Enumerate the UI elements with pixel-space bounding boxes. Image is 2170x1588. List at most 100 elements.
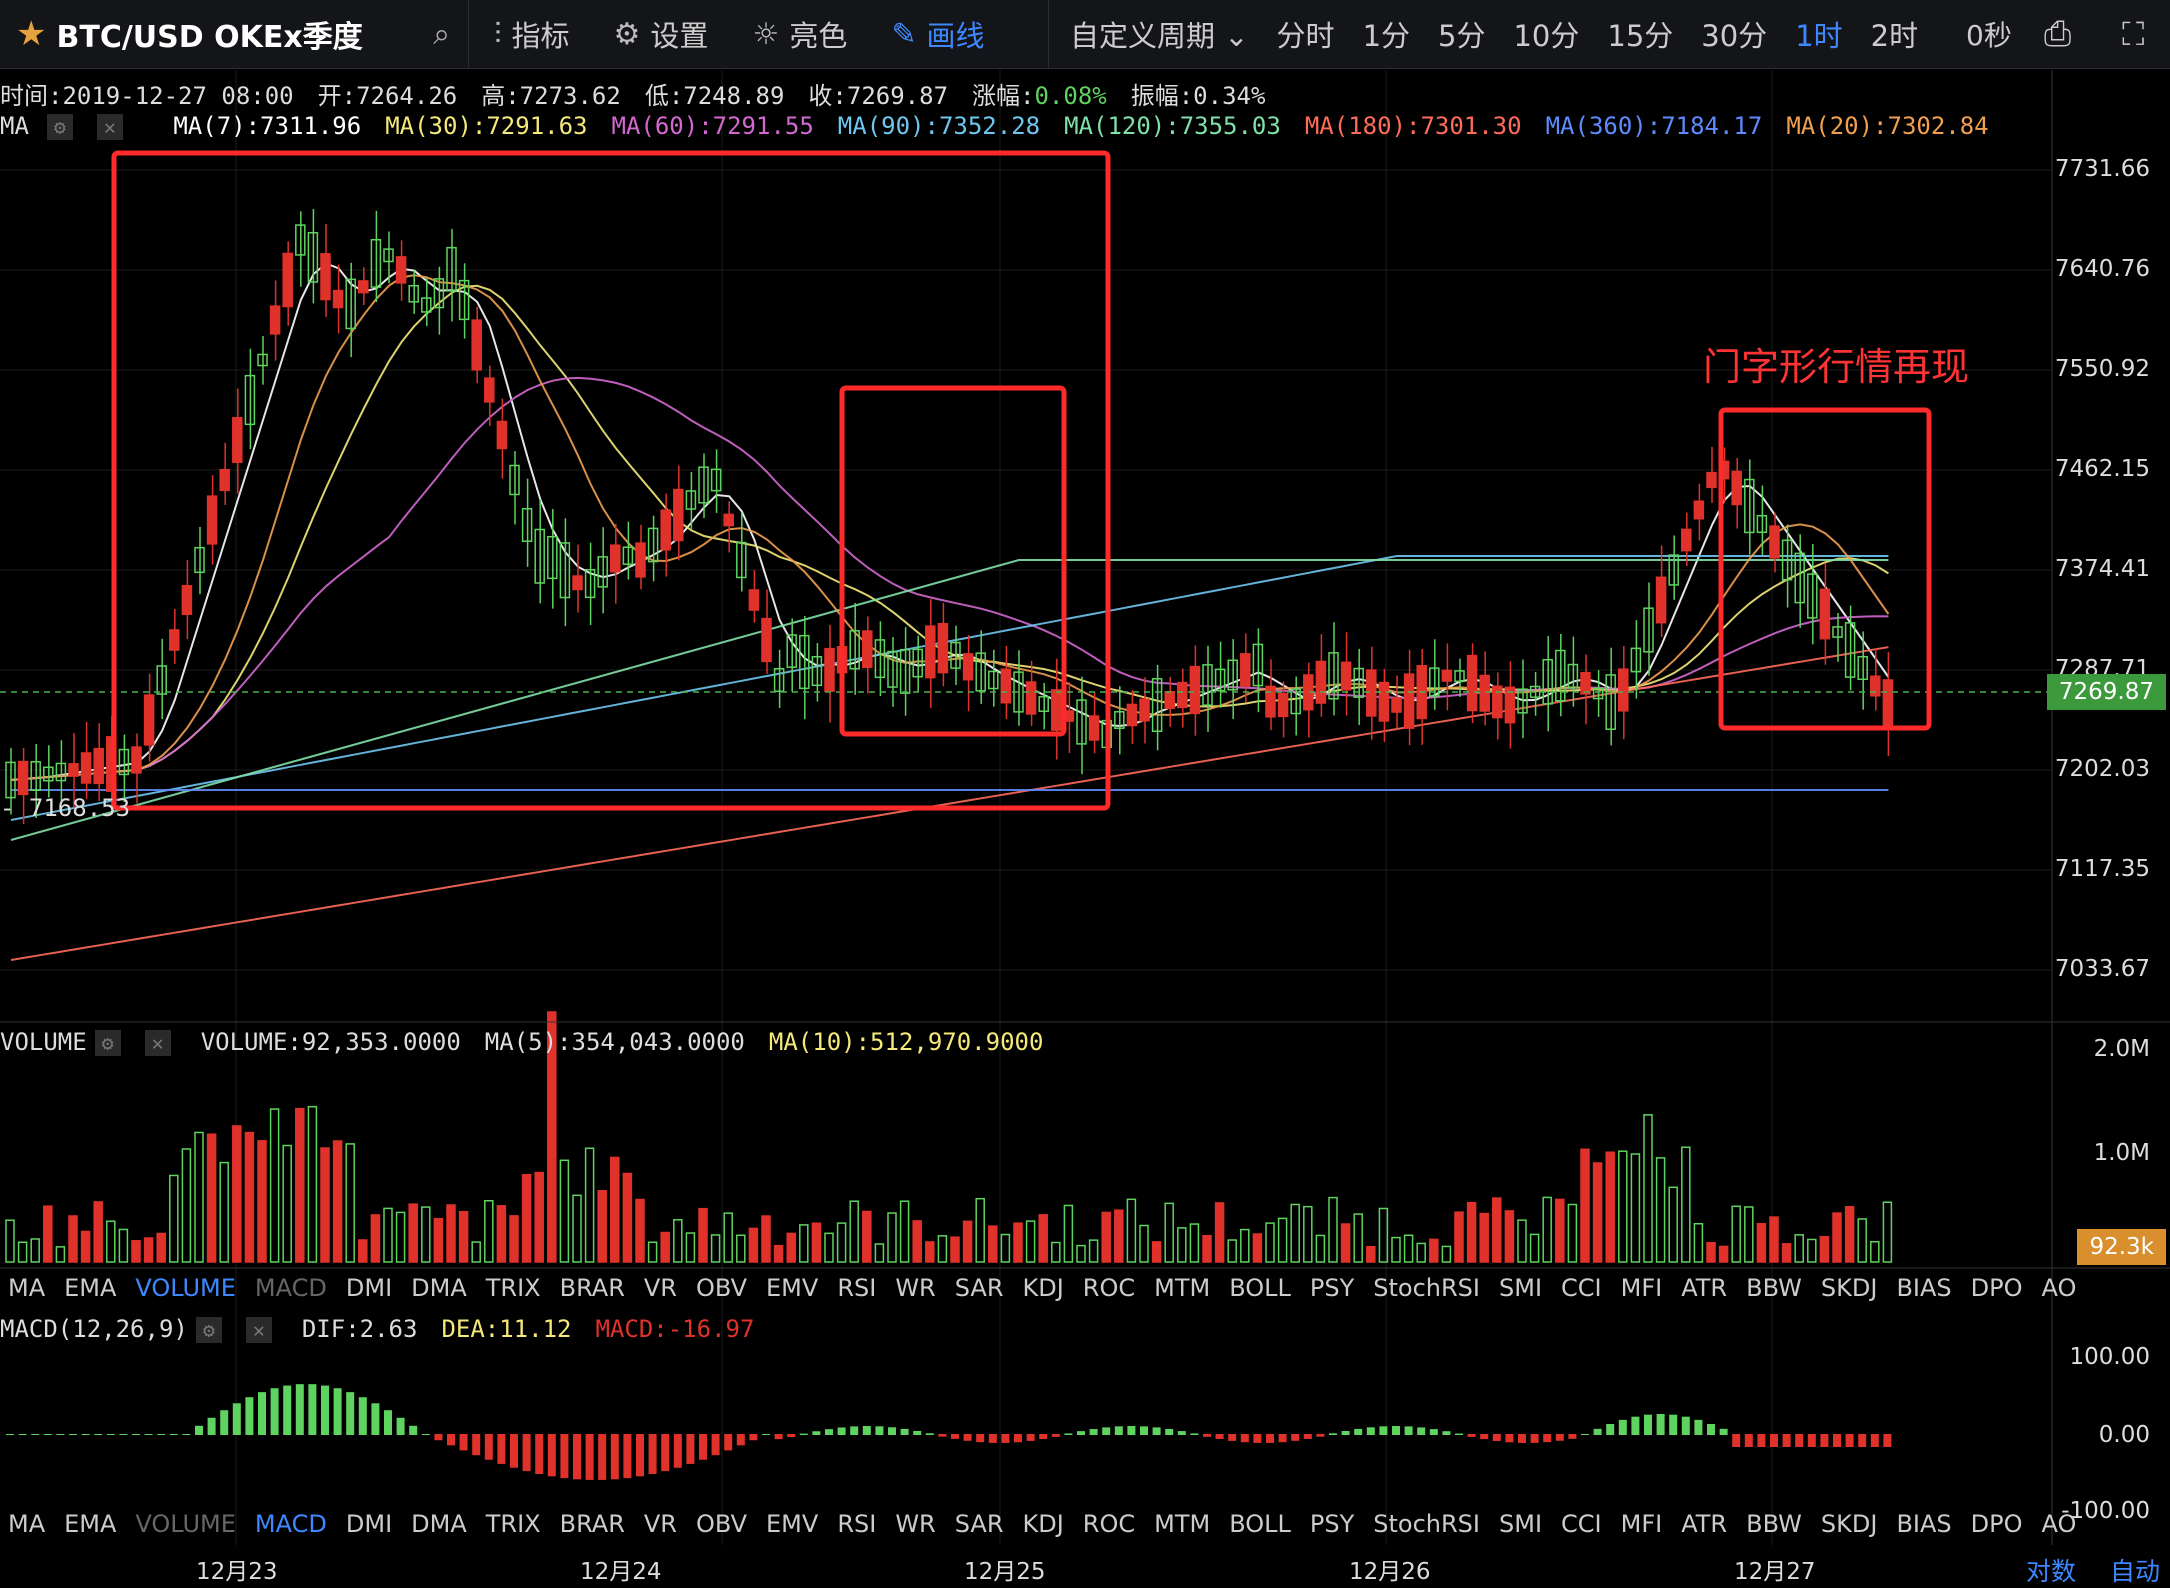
indicator-tab-ema[interactable]: EMA (64, 1274, 117, 1302)
gear-icon[interactable]: ⚙ (195, 1317, 222, 1343)
indicator-tab-skdj[interactable]: SKDJ (1820, 1510, 1878, 1538)
indicator-tab-bbw[interactable]: BBW (1746, 1510, 1802, 1538)
period-option[interactable]: 15分 (1607, 19, 1674, 53)
candle-body (1492, 685, 1503, 719)
candle-body (307, 231, 319, 283)
macd-bar (774, 1434, 783, 1440)
indicator-tab-dpo[interactable]: DPO (1970, 1274, 2023, 1302)
volume-bar (1290, 1203, 1300, 1263)
indicator-tab-stochrsi[interactable]: StochRSI (1373, 1274, 1480, 1302)
macd-bar (308, 1384, 317, 1435)
draw-line-button[interactable]: ✎ 画线 (891, 13, 984, 55)
indicator-tab-ao[interactable]: AO (2041, 1510, 2077, 1538)
period-option[interactable]: 2时 (1870, 19, 1919, 53)
log-scale-button[interactable]: 对数 (2026, 1557, 2077, 1586)
indicator-tab-psy[interactable]: PSY (1309, 1274, 1355, 1302)
indicator-tab-volume[interactable]: VOLUME (135, 1274, 236, 1302)
indicator-tab-bias[interactable]: BIAS (1896, 1274, 1952, 1302)
auto-scale-button[interactable]: 自动 (2110, 1557, 2161, 1586)
indicator-tab-bbw[interactable]: BBW (1746, 1274, 1802, 1302)
period-option[interactable]: 5分 (1438, 19, 1486, 53)
indicator-tab-dpo[interactable]: DPO (1970, 1510, 2023, 1538)
indicator-tab-stochrsi[interactable]: StochRSI (1373, 1510, 1480, 1538)
indicator-tab-ao[interactable]: AO (2041, 1274, 2077, 1302)
indicator-tab-brar[interactable]: BRAR (559, 1274, 625, 1302)
theme-button[interactable]: ☼ 亮色 (752, 13, 847, 55)
volume-bar (1076, 1244, 1086, 1263)
indicator-tab-kdj[interactable]: KDJ (1022, 1510, 1064, 1538)
indicator-tab-vr[interactable]: VR (643, 1510, 677, 1538)
indicator-tab-bias[interactable]: BIAS (1896, 1510, 1952, 1538)
indicator-tab-emv[interactable]: EMV (766, 1510, 819, 1538)
indicator-tab-cci[interactable]: CCI (1561, 1510, 1602, 1538)
custom-period-dropdown[interactable]: 自定义周期 ⌄ (1070, 19, 1249, 53)
indicator-tab-ema[interactable]: EMA (64, 1510, 117, 1538)
indicator-tab-smi[interactable]: SMI (1499, 1510, 1543, 1538)
search-icon[interactable]: ⌕ (433, 16, 450, 52)
price-axis-label: 7731.66 (2054, 156, 2150, 182)
candle-body (1265, 685, 1276, 718)
indicator-tab-dma[interactable]: DMA (411, 1274, 467, 1302)
close-icon[interactable]: ✕ (96, 114, 123, 140)
refresh-counter[interactable]: 0秒 (1966, 19, 2012, 52)
gear-icon[interactable]: ⚙ (94, 1030, 121, 1056)
indicator-tab-roc[interactable]: ROC (1082, 1274, 1136, 1302)
indicator-tab-boll[interactable]: BOLL (1229, 1274, 1291, 1302)
indicator-tab-wr[interactable]: WR (895, 1510, 936, 1538)
settings-button[interactable]: ⚙ 设置 (614, 13, 709, 55)
indicator-tab-skdj[interactable]: SKDJ (1820, 1274, 1878, 1302)
period-option[interactable]: 1分 (1362, 19, 1411, 53)
indicator-button[interactable]: ⫶ 指标 (494, 13, 570, 55)
period-option-active[interactable]: 1时 (1795, 19, 1843, 53)
indicator-tab-emv[interactable]: EMV (766, 1274, 819, 1302)
candle-body (446, 246, 457, 292)
candle-body (761, 617, 772, 663)
volume-bar (786, 1232, 796, 1263)
indicator-tab-mfi[interactable]: MFI (1620, 1274, 1663, 1302)
indicator-tab-dmi[interactable]: DMI (345, 1510, 393, 1538)
indicator-tab-sar[interactable]: SAR (954, 1510, 1004, 1538)
indicator-tab-mtm[interactable]: MTM (1154, 1274, 1211, 1302)
indicator-tab-rsi[interactable]: RSI (837, 1510, 877, 1538)
indicator-tab-wr[interactable]: WR (895, 1274, 936, 1302)
period-option[interactable]: 分时 (1276, 19, 1335, 53)
indicator-tab-atr[interactable]: ATR (1681, 1274, 1728, 1302)
indicator-tab-smi[interactable]: SMI (1499, 1274, 1543, 1302)
camera-icon[interactable]: ⎙ (2044, 14, 2072, 54)
indicator-tab-mfi[interactable]: MFI (1620, 1510, 1663, 1538)
gear-icon[interactable]: ⚙ (46, 114, 73, 140)
indicator-tab-macd[interactable]: MACD (254, 1510, 327, 1538)
indicator-tab-volume[interactable]: VOLUME (135, 1510, 236, 1538)
volume-bar (1391, 1236, 1401, 1263)
indicator-tab-dmi[interactable]: DMI (345, 1274, 393, 1302)
volume-label: VOLUME (0, 1028, 87, 1056)
indicator-tab-trix[interactable]: TRIX (485, 1510, 541, 1538)
indicator-tab-boll[interactable]: BOLL (1229, 1510, 1291, 1538)
indicator-tab-macd[interactable]: MACD (254, 1274, 327, 1302)
close-icon[interactable]: ✕ (144, 1030, 171, 1056)
close-icon[interactable]: ✕ (245, 1317, 272, 1343)
indicator-tab-brar[interactable]: BRAR (559, 1510, 625, 1538)
period-option[interactable]: 30分 (1701, 19, 1768, 53)
indicator-tab-vr[interactable]: VR (643, 1274, 677, 1302)
indicator-tab-mtm[interactable]: MTM (1154, 1510, 1211, 1538)
period-option[interactable]: 10分 (1513, 19, 1580, 53)
indicator-tab-ma[interactable]: MA (8, 1510, 46, 1538)
indicator-tab-roc[interactable]: ROC (1082, 1510, 1136, 1538)
indicator-tab-trix[interactable]: TRIX (485, 1274, 541, 1302)
indicator-tab-psy[interactable]: PSY (1309, 1510, 1355, 1538)
fullscreen-icon[interactable]: ⛶ (2122, 14, 2145, 53)
indicator-tab-atr[interactable]: ATR (1681, 1510, 1728, 1538)
indicator-tab-obv[interactable]: OBV (695, 1274, 748, 1302)
indicator-tab-kdj[interactable]: KDJ (1022, 1274, 1064, 1302)
indicator-tab-ma[interactable]: MA (8, 1274, 46, 1302)
candle-body (975, 652, 986, 692)
indicator-tab-dma[interactable]: DMA (411, 1510, 467, 1538)
indicator-tab-sar[interactable]: SAR (954, 1274, 1004, 1302)
star-icon[interactable]: ★ (16, 14, 47, 54)
indicator-tab-obv[interactable]: OBV (695, 1510, 748, 1538)
indicator-tab-rsi[interactable]: RSI (837, 1274, 877, 1302)
symbol-selector[interactable]: ★ BTC/USD OKEx季度 ⌕ (0, 0, 469, 68)
indicator-tab-cci[interactable]: CCI (1561, 1274, 1602, 1302)
